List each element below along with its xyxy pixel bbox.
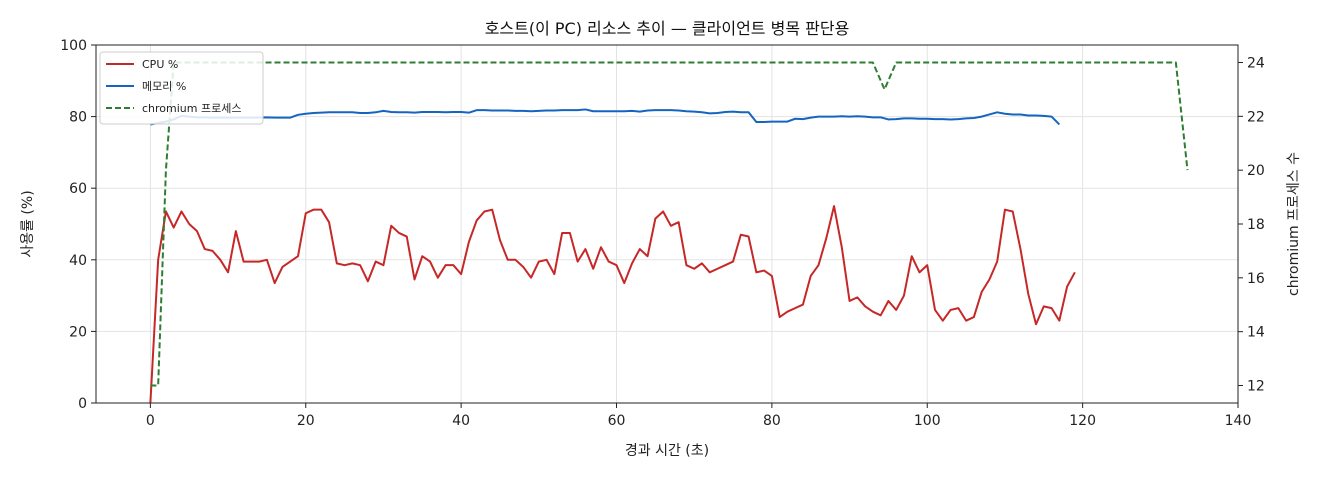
legend-box bbox=[99, 51, 264, 125]
series-line-2 bbox=[150, 61, 1189, 387]
y-axis-label: 사용률 (%) bbox=[20, 190, 36, 257]
x-tick-label: 120 bbox=[1069, 413, 1096, 429]
legend-entry-label: CPU % bbox=[142, 58, 178, 71]
y2-tick-label: 20 bbox=[1247, 163, 1265, 179]
y2-tick-label: 14 bbox=[1247, 325, 1265, 341]
y2-tick-label: 12 bbox=[1247, 379, 1265, 395]
legend-entry-label: 메모리 % bbox=[142, 80, 186, 93]
y2-tick-label: 16 bbox=[1247, 271, 1265, 287]
y-tick-label: 0 bbox=[78, 396, 87, 412]
plot-frame bbox=[95, 44, 1239, 404]
x-tick-label: 60 bbox=[608, 413, 626, 429]
series-layer bbox=[149, 61, 1189, 404]
x-tick-label: 40 bbox=[452, 413, 470, 429]
y-tick-label: 100 bbox=[60, 38, 87, 54]
y-tick-label: 40 bbox=[69, 253, 87, 269]
x-tick-label: 20 bbox=[297, 413, 315, 429]
y-tick-label: 80 bbox=[69, 110, 87, 126]
legend-entry-label: chromium 프로세스 bbox=[142, 102, 241, 115]
x-axis-label: 경과 시간 (초) bbox=[625, 443, 709, 459]
y2-axis-label: chromium 프로세스 수 bbox=[1286, 152, 1302, 296]
series-line-1 bbox=[150, 108, 1061, 126]
x-tick-label: 140 bbox=[1225, 413, 1252, 429]
y2-tick-label: 22 bbox=[1247, 109, 1265, 125]
y-tick-label: 60 bbox=[69, 181, 87, 197]
chart-title: 호스트(이 PC) 리소스 추이 — 클라이언트 병목 판단용 bbox=[485, 19, 850, 38]
y2-tick-label: 18 bbox=[1247, 217, 1265, 233]
series-line-0 bbox=[149, 205, 1076, 404]
x-tick-label: 100 bbox=[914, 413, 941, 429]
x-tick-label: 0 bbox=[146, 413, 155, 429]
x-tick-label: 80 bbox=[763, 413, 781, 429]
y-tick-label: 20 bbox=[69, 324, 87, 340]
grid-layer bbox=[96, 44, 1239, 404]
axis-layer: 0 20 40 60 80 100 120 140 0 20 40 60 80 100 12 14 16 18 20… bbox=[60, 38, 1265, 429]
y2-tick-label: 24 bbox=[1247, 55, 1265, 71]
legend: CPU % 메모리 % chromium 프로세스 bbox=[99, 51, 264, 125]
